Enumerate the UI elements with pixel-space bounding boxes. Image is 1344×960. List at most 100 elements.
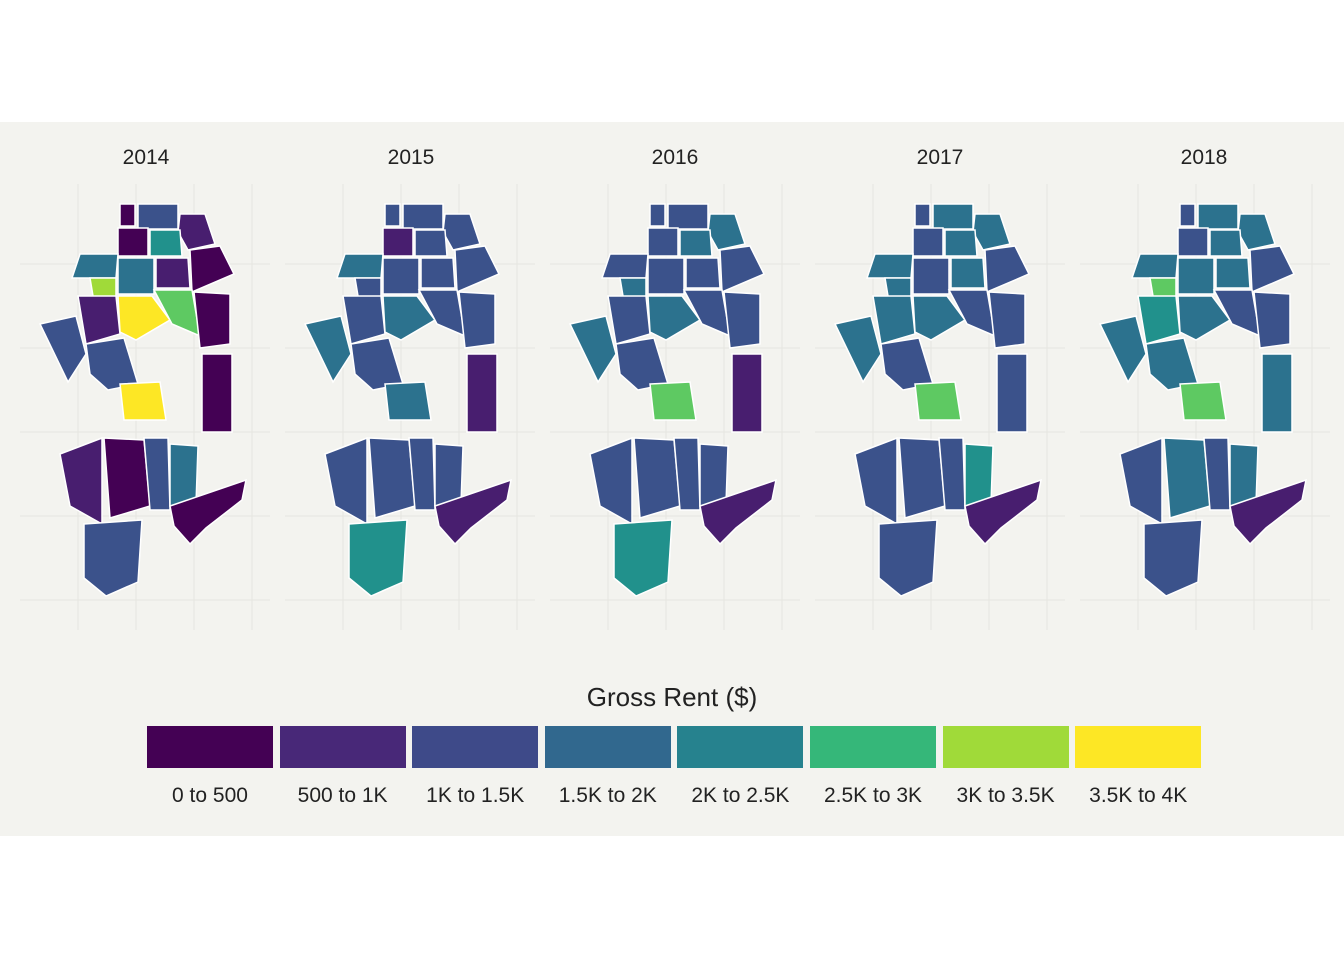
census-tract <box>647 227 679 257</box>
census-tract <box>384 203 401 227</box>
legend: 0 to 500 500 to 1K 1K to 1.5K 1.5K to 2K 2K … <box>147 726 1203 812</box>
census-tract <box>335 253 384 279</box>
census-tract <box>723 291 761 349</box>
census-tract <box>85 337 139 391</box>
facet-map-2015 <box>285 184 535 630</box>
census-tract <box>1197 203 1239 230</box>
legend-swatch <box>1075 726 1202 768</box>
census-tract <box>169 443 199 507</box>
census-tract <box>865 253 914 279</box>
census-tract <box>633 437 681 519</box>
census-tract <box>408 437 436 511</box>
census-tract <box>1229 478 1307 546</box>
census-tract <box>1145 337 1199 391</box>
census-tract <box>938 437 966 511</box>
census-tract <box>1177 257 1215 295</box>
map-svg-2018 <box>1080 184 1330 630</box>
census-tract <box>1253 291 1291 349</box>
census-tract <box>912 227 944 257</box>
census-tract <box>854 436 898 526</box>
legend-swatch <box>942 726 1069 768</box>
census-tract <box>303 315 352 384</box>
legend-swatch <box>412 726 539 768</box>
census-tract <box>914 381 962 421</box>
census-tract <box>1098 315 1147 384</box>
map-svg-2014 <box>20 184 270 630</box>
census-tract <box>613 519 673 597</box>
census-tract <box>77 295 121 345</box>
census-tract <box>673 437 701 511</box>
census-tract <box>719 245 766 294</box>
census-tract <box>984 245 1031 294</box>
census-tract <box>1179 381 1227 421</box>
census-tract <box>988 291 1026 349</box>
census-tract <box>1143 519 1203 597</box>
census-tract <box>368 437 416 519</box>
census-tract <box>1119 436 1163 526</box>
census-tract <box>932 203 974 230</box>
legend-swatch <box>544 726 671 768</box>
census-tract <box>420 257 456 289</box>
census-tract <box>589 436 633 526</box>
census-tract <box>707 213 746 251</box>
census-tract <box>699 443 729 507</box>
census-tract <box>880 337 934 391</box>
census-tract <box>1249 245 1296 294</box>
census-tract <box>38 315 87 384</box>
census-tract <box>914 203 931 227</box>
facet-map-2017 <box>815 184 1065 630</box>
census-tract <box>382 227 414 257</box>
census-tract <box>647 295 702 341</box>
census-tract <box>348 519 408 597</box>
legend-label: 3K to 3.5K <box>956 784 1055 807</box>
census-tract <box>950 257 986 289</box>
census-tract <box>466 353 498 433</box>
census-tract <box>568 315 617 384</box>
census-tract <box>996 353 1028 433</box>
census-tract <box>615 337 669 391</box>
facet-title-2018: 2018 <box>1180 146 1228 169</box>
census-tract <box>189 245 236 294</box>
legend-swatch <box>677 726 804 768</box>
census-tract <box>434 478 512 546</box>
census-tract <box>964 478 1042 546</box>
census-tract <box>1209 229 1243 257</box>
legend-swatch <box>810 726 936 768</box>
census-tract <box>103 437 151 519</box>
census-tract <box>878 519 938 597</box>
census-tract <box>964 443 994 507</box>
census-tract <box>442 213 481 251</box>
facet-title-2017: 2017 <box>916 146 964 169</box>
census-tract <box>137 203 179 230</box>
census-tract <box>143 437 171 511</box>
census-tract <box>117 227 149 257</box>
census-tract <box>1237 213 1276 251</box>
census-tract <box>731 353 763 433</box>
census-tract <box>667 203 709 230</box>
legend-label: 0 to 500 <box>172 784 248 807</box>
census-tract <box>117 257 155 295</box>
census-tract <box>149 229 183 257</box>
legend-label: 500 to 1K <box>297 784 388 807</box>
census-tract <box>944 229 978 257</box>
map-svg-2015 <box>285 184 535 630</box>
census-tract <box>912 295 967 341</box>
legend-label: 3.5K to 4K <box>1089 784 1188 807</box>
census-tract <box>155 257 191 289</box>
census-tract <box>912 257 950 295</box>
census-tract <box>350 337 404 391</box>
census-tract <box>1130 253 1179 279</box>
facet-map-2018 <box>1080 184 1330 630</box>
legend-label: 1K to 1.5K <box>426 784 525 807</box>
legend-label: 1.5K to 2K <box>558 784 657 807</box>
census-tract <box>1261 353 1293 433</box>
census-tract <box>201 353 233 433</box>
legend-label: 2.5K to 3K <box>823 784 923 807</box>
map-svg-2016 <box>550 184 800 630</box>
census-tract <box>177 213 216 251</box>
census-tract <box>59 436 103 526</box>
census-tract <box>169 478 247 546</box>
legend-swatch <box>279 726 406 768</box>
census-tract <box>1163 437 1211 519</box>
census-tract <box>1179 203 1196 227</box>
